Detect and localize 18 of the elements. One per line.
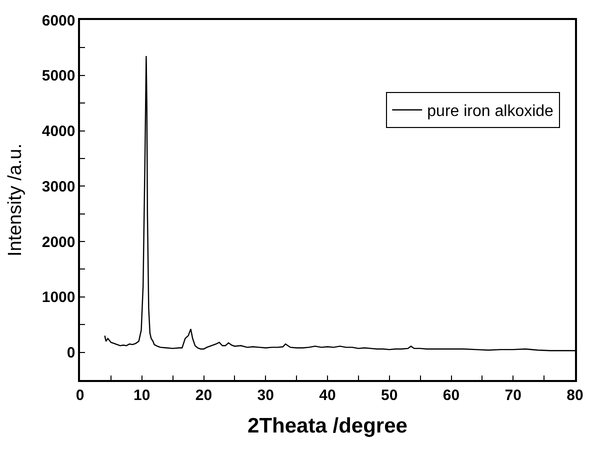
- x-axis-title: 2Theata /degree: [248, 414, 408, 438]
- y-tick-label: 1000: [42, 289, 76, 306]
- x-tick-label: 50: [381, 386, 398, 404]
- x-tick-label: 80: [566, 386, 584, 404]
- y-tick-label: 6000: [42, 12, 76, 30]
- y-axis-title: Intensity /a.u.: [5, 143, 26, 257]
- y-tick-label: 2000: [42, 234, 76, 251]
- x-tick-label: 60: [442, 386, 460, 404]
- x-tick-label: 40: [319, 386, 336, 404]
- y-tick-label: 3000: [42, 178, 76, 196]
- legend-label: pure iron alkoxide: [427, 103, 554, 120]
- x-tick-label: 70: [504, 386, 522, 404]
- y-tick-label: 4000: [42, 123, 76, 140]
- y-tick-label: 0: [66, 344, 76, 362]
- x-tick-label: 20: [195, 386, 212, 404]
- x-tick-label: 10: [134, 386, 150, 404]
- y-tick-label: 5000: [42, 68, 76, 85]
- x-tick-label: 30: [257, 386, 274, 404]
